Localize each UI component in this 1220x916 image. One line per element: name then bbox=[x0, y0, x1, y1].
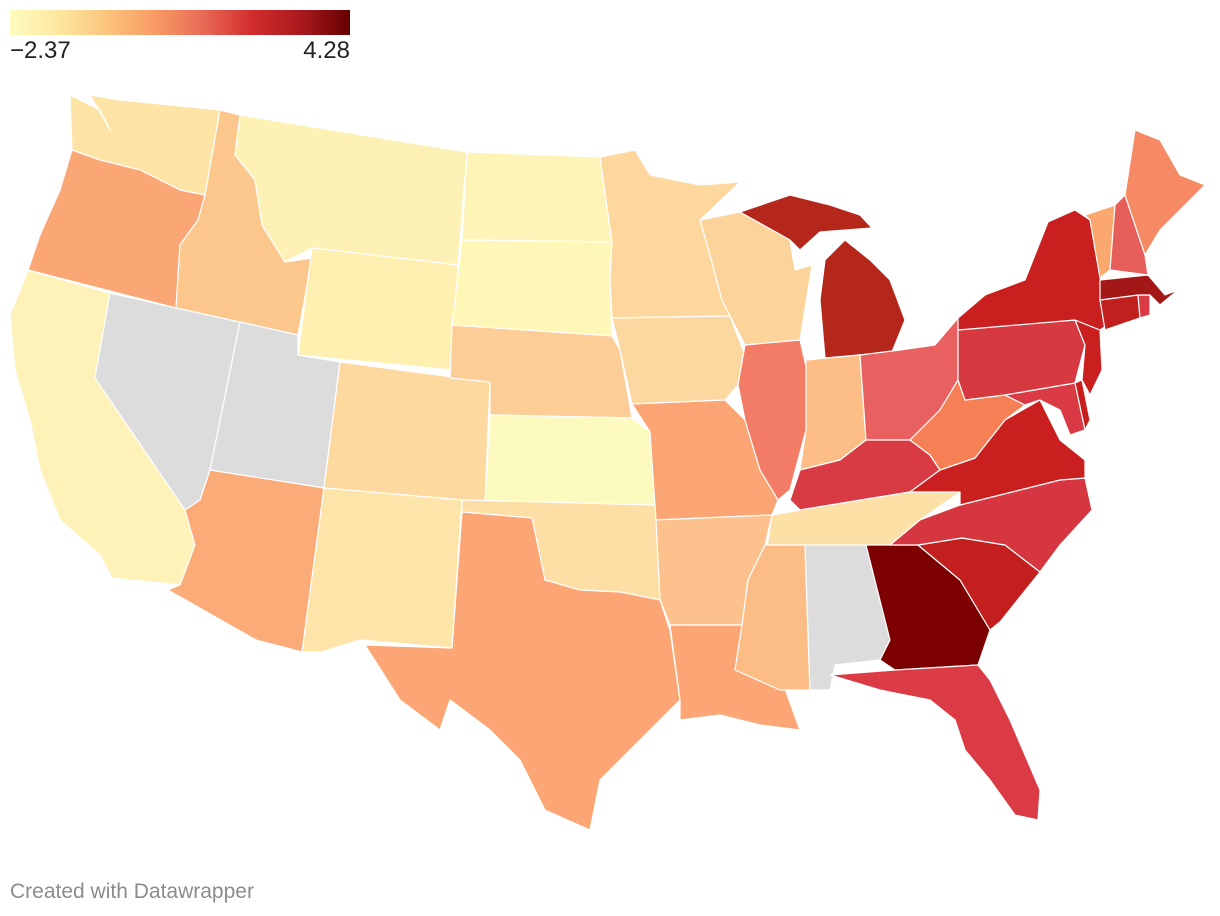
state-CO[interactable] bbox=[323, 361, 491, 503]
legend-max-label: 4.28 bbox=[303, 37, 350, 64]
state-TX[interactable] bbox=[364, 511, 681, 831]
color-legend: −2.37 4.28 bbox=[10, 10, 350, 64]
state-RI[interactable] bbox=[1137, 294, 1151, 319]
state-NM[interactable] bbox=[301, 487, 463, 653]
state-WY[interactable] bbox=[297, 247, 459, 371]
state-ND[interactable] bbox=[461, 151, 613, 243]
state-DE[interactable] bbox=[1074, 379, 1091, 431]
legend-gradient-bar bbox=[10, 10, 350, 35]
state-SD[interactable] bbox=[451, 239, 613, 341]
state-MI[interactable] bbox=[739, 194, 906, 359]
credit-text: Created with Datawrapper bbox=[10, 880, 254, 903]
legend-min-label: −2.37 bbox=[10, 37, 71, 64]
state-IL[interactable] bbox=[737, 339, 809, 501]
state-IA[interactable] bbox=[611, 315, 746, 405]
state-MT[interactable] bbox=[234, 114, 468, 266]
state-FL[interactable] bbox=[829, 664, 1041, 821]
state-NH[interactable] bbox=[1109, 194, 1149, 276]
state-CT[interactable] bbox=[1099, 294, 1141, 331]
state-VT[interactable] bbox=[1084, 204, 1116, 279]
state-NC[interactable] bbox=[889, 477, 1093, 573]
state-KS[interactable] bbox=[484, 414, 657, 506]
state-MA[interactable] bbox=[1099, 274, 1179, 306]
state-ME[interactable] bbox=[1124, 129, 1206, 256]
